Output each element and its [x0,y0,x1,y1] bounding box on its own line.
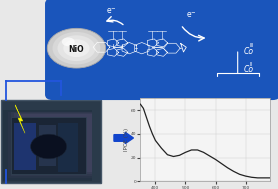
FancyBboxPatch shape [8,112,92,178]
FancyBboxPatch shape [11,112,92,176]
Circle shape [58,35,95,61]
FancyBboxPatch shape [14,123,36,170]
Circle shape [47,28,106,68]
FancyBboxPatch shape [1,100,101,183]
Polygon shape [15,105,25,133]
Circle shape [53,32,100,64]
Text: e$^{-}$: e$^{-}$ [106,7,116,16]
FancyBboxPatch shape [39,125,56,166]
FancyBboxPatch shape [14,113,92,174]
Text: e$^{-}$: e$^{-}$ [187,10,197,20]
Circle shape [31,134,67,159]
FancyBboxPatch shape [3,110,92,181]
Circle shape [63,39,90,57]
FancyBboxPatch shape [46,0,278,99]
Circle shape [69,43,84,53]
FancyBboxPatch shape [6,111,92,180]
Text: III: III [250,43,254,48]
Text: II: II [250,62,253,67]
Text: NiO: NiO [69,45,84,54]
Circle shape [62,37,75,46]
FancyBboxPatch shape [58,123,78,172]
Y-axis label: IPCE (%): IPCE (%) [124,128,129,151]
FancyBboxPatch shape [11,117,86,174]
Text: Co: Co [243,65,253,74]
Text: Co: Co [243,46,253,56]
FancyArrow shape [114,132,133,144]
FancyBboxPatch shape [17,114,92,172]
